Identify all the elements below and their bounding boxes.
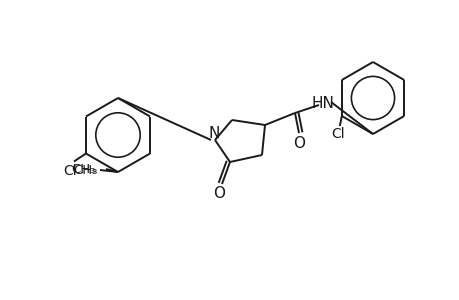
Text: O: O [292, 136, 304, 151]
Text: CH₃: CH₃ [73, 164, 98, 176]
Text: CH₃: CH₃ [72, 163, 96, 176]
Text: Cl: Cl [63, 164, 77, 178]
Text: N: N [208, 125, 219, 140]
Text: O: O [213, 187, 224, 202]
Text: Cl: Cl [330, 127, 344, 141]
Text: HN: HN [311, 95, 334, 110]
